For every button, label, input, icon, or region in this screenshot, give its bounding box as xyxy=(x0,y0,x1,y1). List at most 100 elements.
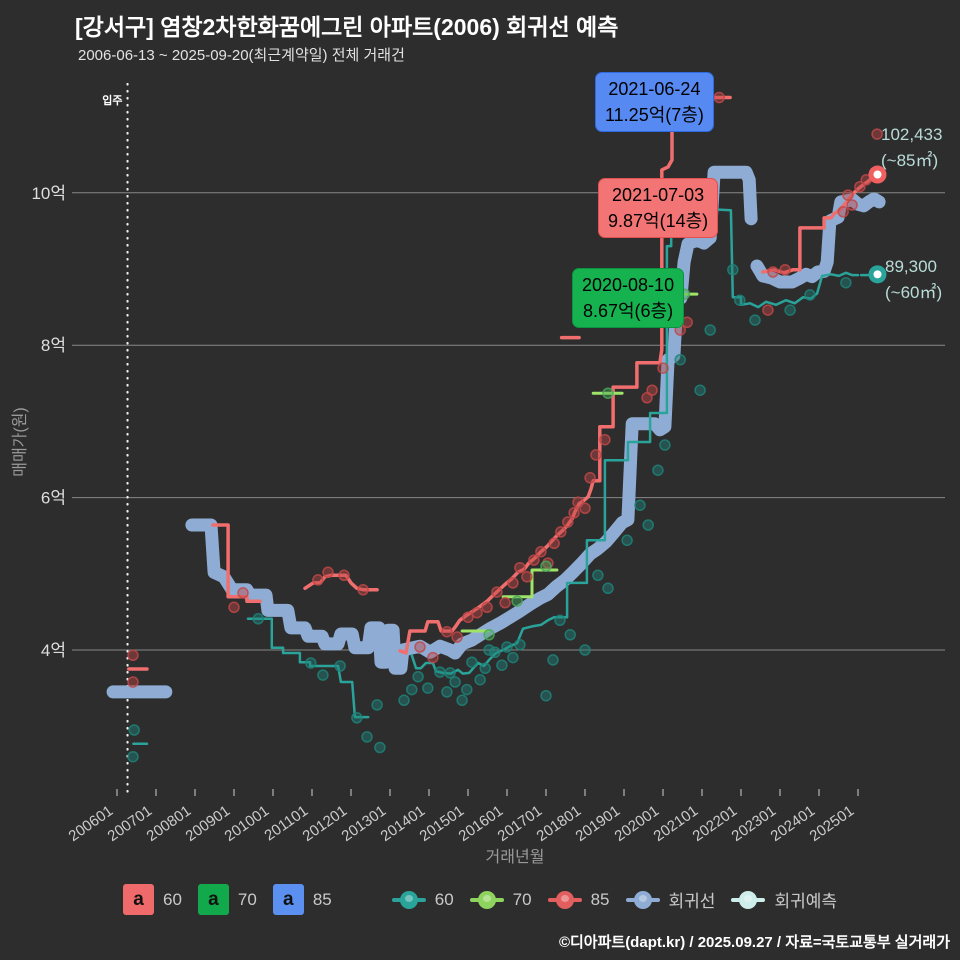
legend-label: 85 xyxy=(312,889,332,909)
scatter-dots70 xyxy=(483,629,495,641)
legend-item-series-회귀예측[interactable]: 회귀예측 xyxy=(731,887,837,912)
scatter-dots60 xyxy=(441,686,453,698)
scatter-dots85 xyxy=(338,569,350,582)
x-tick-label: 201001 xyxy=(222,802,273,845)
legend: a 60 a 70 a 85 60 70 85 회귀선 회귀예측 xyxy=(0,884,960,915)
scatter-dots85 xyxy=(427,651,439,664)
scatter-dots85 xyxy=(357,584,369,596)
legend-circle xyxy=(399,890,418,909)
scatter-dots60 xyxy=(554,614,566,627)
legend-item-anno-85[interactable]: a 85 xyxy=(272,884,332,915)
y-tick-label: 8억 xyxy=(41,336,66,355)
scatter-dots85 xyxy=(548,537,560,550)
annotation-70-date: 2020-08-10 xyxy=(582,275,675,295)
scatter-dots60 xyxy=(461,683,473,696)
scatter-dots85 xyxy=(491,586,503,598)
scatter-dots85 xyxy=(599,433,611,446)
scatter-dots85 xyxy=(441,625,453,638)
attribution-text: ©디아파트(dapt.kr) / 2025.09.27 / 자료=국토교통부 실… xyxy=(558,934,950,951)
scatter-dots60 xyxy=(398,694,410,707)
legend-circle-highlight xyxy=(560,894,569,902)
legend-circle xyxy=(633,890,652,909)
scatter-dots85 xyxy=(842,189,854,201)
legend-circle-highlight xyxy=(404,894,413,902)
legend-circle xyxy=(477,890,496,909)
scatter-dots85 xyxy=(767,266,779,278)
series-regression xyxy=(185,165,758,675)
scatter-dots60 xyxy=(422,682,434,694)
scatter-dots60 xyxy=(374,741,386,754)
scatter-dots60 xyxy=(501,641,513,653)
scatter-dots60 xyxy=(317,669,329,681)
annotation-70[interactable]: 2020-08-10 8.67억(6층) xyxy=(572,268,685,328)
x-tick-label: 202501 xyxy=(807,802,858,845)
scatter-dots85 xyxy=(481,601,493,614)
annotation-85[interactable]: 2021-06-24 11.25억(7층) xyxy=(595,72,714,132)
scatter-dots70 xyxy=(511,595,523,607)
annotation-60[interactable]: 2021-07-03 9.87억(14층) xyxy=(598,178,719,238)
scatter-dots60 xyxy=(371,699,383,711)
scatter-dots85 xyxy=(514,561,526,574)
annotation-swatch-icon: a xyxy=(272,884,304,915)
scatter-dots85 xyxy=(555,526,567,538)
annotation-60-value: 9.87억(14층) xyxy=(608,211,709,231)
scatter-dots60 xyxy=(634,499,646,511)
scatter-dots60 xyxy=(444,667,456,679)
scatter-dots85 xyxy=(713,91,725,104)
scatter-dots85 xyxy=(657,362,669,374)
prediction-85-area: (~85㎡) xyxy=(881,151,939,170)
scatter-dots60 xyxy=(406,683,418,696)
scatter-dots60 xyxy=(305,657,317,669)
legend-label: 60 xyxy=(434,889,454,909)
scatter-dots60 xyxy=(128,724,140,736)
legend-item-series-85[interactable]: 85 xyxy=(547,889,610,910)
scatter-dots60 xyxy=(727,264,739,276)
scatter-dots60 xyxy=(621,534,633,547)
annotation-60-date: 2021-07-03 xyxy=(612,185,705,205)
scatter-dots60 xyxy=(514,638,526,651)
scatter-dots60 xyxy=(592,569,604,582)
legend-label: 70 xyxy=(237,889,257,909)
scatter-dots60 xyxy=(674,353,686,366)
line-marker-icon xyxy=(731,890,766,910)
series-regression xyxy=(750,192,886,289)
scatter-dots85 xyxy=(779,264,791,276)
legend-item-series-70[interactable]: 70 xyxy=(469,889,532,910)
scatter-dots60 xyxy=(540,689,552,702)
scatter-dots85 xyxy=(562,516,574,528)
scatter-dots85 xyxy=(572,496,584,508)
legend-item-anno-60[interactable]: a 60 xyxy=(122,884,182,915)
scatter-dots60 xyxy=(334,660,346,672)
scatter-dots85 xyxy=(322,566,334,579)
y-tick-label: 4억 xyxy=(41,641,66,660)
scatter-dots85 xyxy=(854,180,866,193)
scatter-dots85 xyxy=(584,472,596,484)
legend-item-series-회귀선[interactable]: 회귀선 xyxy=(625,887,716,912)
legend-circle-highlight xyxy=(638,894,647,902)
scatter-dots60 xyxy=(564,629,576,641)
scatter-dots60 xyxy=(704,324,716,336)
line-marker-icon xyxy=(469,890,504,910)
annotation-70-value: 8.67억(6층) xyxy=(582,301,674,321)
scatter-dots60 xyxy=(496,659,508,671)
legend-label: 85 xyxy=(590,889,610,909)
scatter-dots60 xyxy=(479,662,491,675)
scatter-dots70 xyxy=(540,560,552,572)
legend-item-series-60[interactable]: 60 xyxy=(391,889,454,910)
series-line85 xyxy=(761,174,877,275)
scatter-dots85 xyxy=(568,507,580,519)
legend-circle-highlight xyxy=(744,894,753,902)
legend-label: 70 xyxy=(512,889,532,909)
scatter-dots85 xyxy=(646,384,658,396)
scatter-dots85 xyxy=(312,574,324,586)
scatter-dots85 xyxy=(846,199,858,211)
scatter-dots60 xyxy=(466,656,478,668)
line-marker-icon xyxy=(547,890,582,910)
legend-label: 회귀선 xyxy=(668,892,716,911)
prediction-marker-center-85 xyxy=(873,170,882,179)
legend-item-anno-70[interactable]: a 70 xyxy=(197,884,257,915)
scatter-dots60 xyxy=(507,651,519,664)
scatter-dots85 xyxy=(414,641,426,653)
scatter-dots60 xyxy=(456,694,468,707)
